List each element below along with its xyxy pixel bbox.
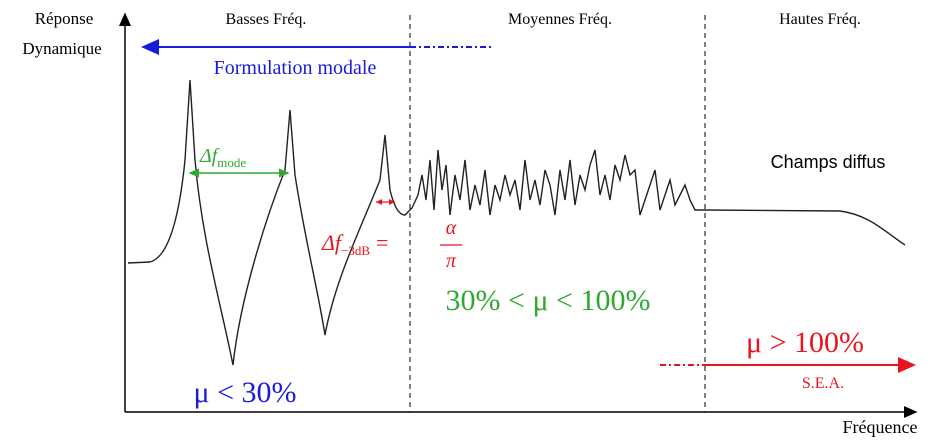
denominator: π [446,250,457,272]
overlap-mid: 30% < μ < 100% [446,284,651,317]
response-curve [127,79,906,366]
overlap-low: μ < 30% [194,376,297,409]
relation: = [376,230,388,255]
y-label: Réponse [35,9,94,28]
y-label: Dynamique [22,39,101,58]
overlap-high: μ > 100% [746,326,864,359]
symbol: Δf [199,145,220,167]
x-label: Fréquence [843,417,918,437]
subscript: mode [217,155,246,170]
sea-label: S.E.A. [802,375,844,392]
diffuse-label: Champs diffus [771,152,886,172]
zone-label: Basses Fréq. [226,11,307,28]
modal-label: Formulation modale [214,57,377,79]
zone-label: Moyennes Fréq. [508,11,612,28]
numerator: α [446,217,457,239]
delta-f-mode: Δfmode [199,145,246,170]
delta-f-3db: Δf−3dB = [321,230,388,258]
subscript: −3dB [341,243,370,258]
symbol: Δf [321,230,344,255]
zone-label: Hautes Fréq. [779,11,861,28]
